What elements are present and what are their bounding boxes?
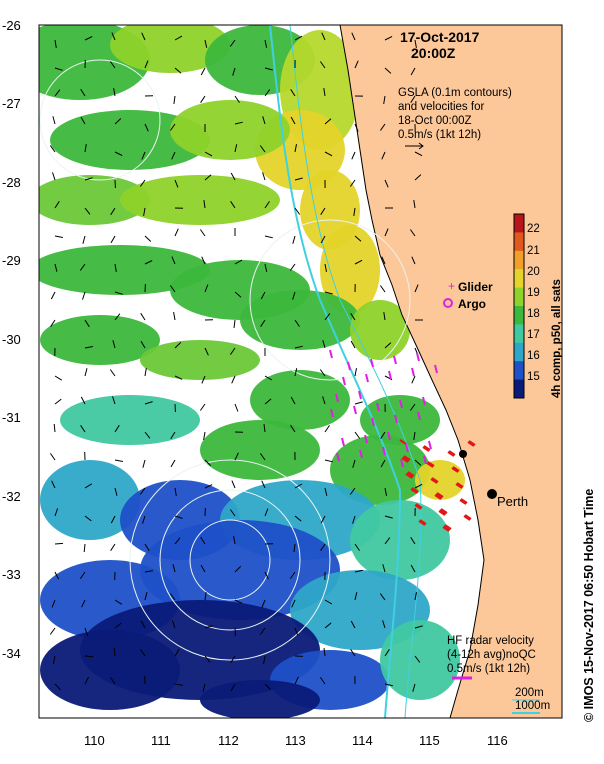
rottnest-marker: [459, 450, 467, 458]
colorbar-tick: 18: [527, 308, 540, 320]
credit-text: © IMOS 15-Nov-2017 06:50 Hobart Time: [582, 489, 596, 722]
lat-tick: -27: [2, 96, 21, 111]
colorbar-tick: 17: [527, 329, 540, 341]
map-time: 20:00Z: [411, 45, 455, 61]
colorbar-tick: 22: [527, 223, 540, 235]
gsla-note-line: GSLA (0.1m contours): [398, 86, 512, 100]
lon-tick: 110: [84, 733, 105, 748]
perth-label: Perth: [497, 494, 528, 509]
hf-note-line: HF radar velocity: [447, 634, 534, 648]
hf-note-line: (4-12h avg)noQC: [447, 648, 536, 662]
lat-tick: -28: [2, 175, 21, 190]
lat-tick: -26: [2, 18, 21, 33]
depth-200-label: 200m: [515, 686, 544, 700]
gsla-note-line: and velocities for: [398, 100, 484, 114]
lat-tick: -31: [2, 410, 21, 425]
lat-tick: -33: [2, 567, 21, 582]
glider-marker-icon: +: [448, 279, 455, 293]
colorbar: [514, 214, 524, 399]
lon-tick: 115: [419, 733, 440, 748]
depth-1000-label: 1000m: [515, 699, 550, 713]
lat-tick: -32: [2, 489, 21, 504]
colorbar-tick: 16: [527, 350, 540, 362]
colorbar-tick: 19: [527, 287, 540, 299]
lat-tick: -34: [2, 646, 21, 661]
lon-tick: 112: [218, 733, 239, 748]
colorbar-tick: 20: [527, 266, 540, 278]
map-date: 17-Oct-2017: [400, 29, 479, 45]
gsla-note-line: 0.5m/s (1kt 12h): [398, 128, 481, 142]
lon-tick: 113: [285, 733, 306, 748]
legend-argo: Argo: [458, 297, 486, 311]
colorbar-tick: 21: [527, 245, 540, 257]
lat-tick: -29: [2, 253, 21, 268]
lon-tick: 116: [487, 733, 508, 748]
lon-tick: 111: [151, 733, 171, 748]
colorbar-title: 4h comp, p50, all sats: [551, 279, 563, 398]
colorbar-tick: 15: [527, 371, 540, 383]
gsla-note-line: 18-Oct 00:00Z: [398, 114, 472, 128]
lon-tick: 114: [352, 733, 373, 748]
perth-marker: [487, 489, 497, 499]
lat-tick: -30: [2, 332, 21, 347]
hf-note-line: 0.5m/s (1kt 12h): [447, 662, 530, 676]
legend-glider: Glider: [458, 280, 493, 294]
